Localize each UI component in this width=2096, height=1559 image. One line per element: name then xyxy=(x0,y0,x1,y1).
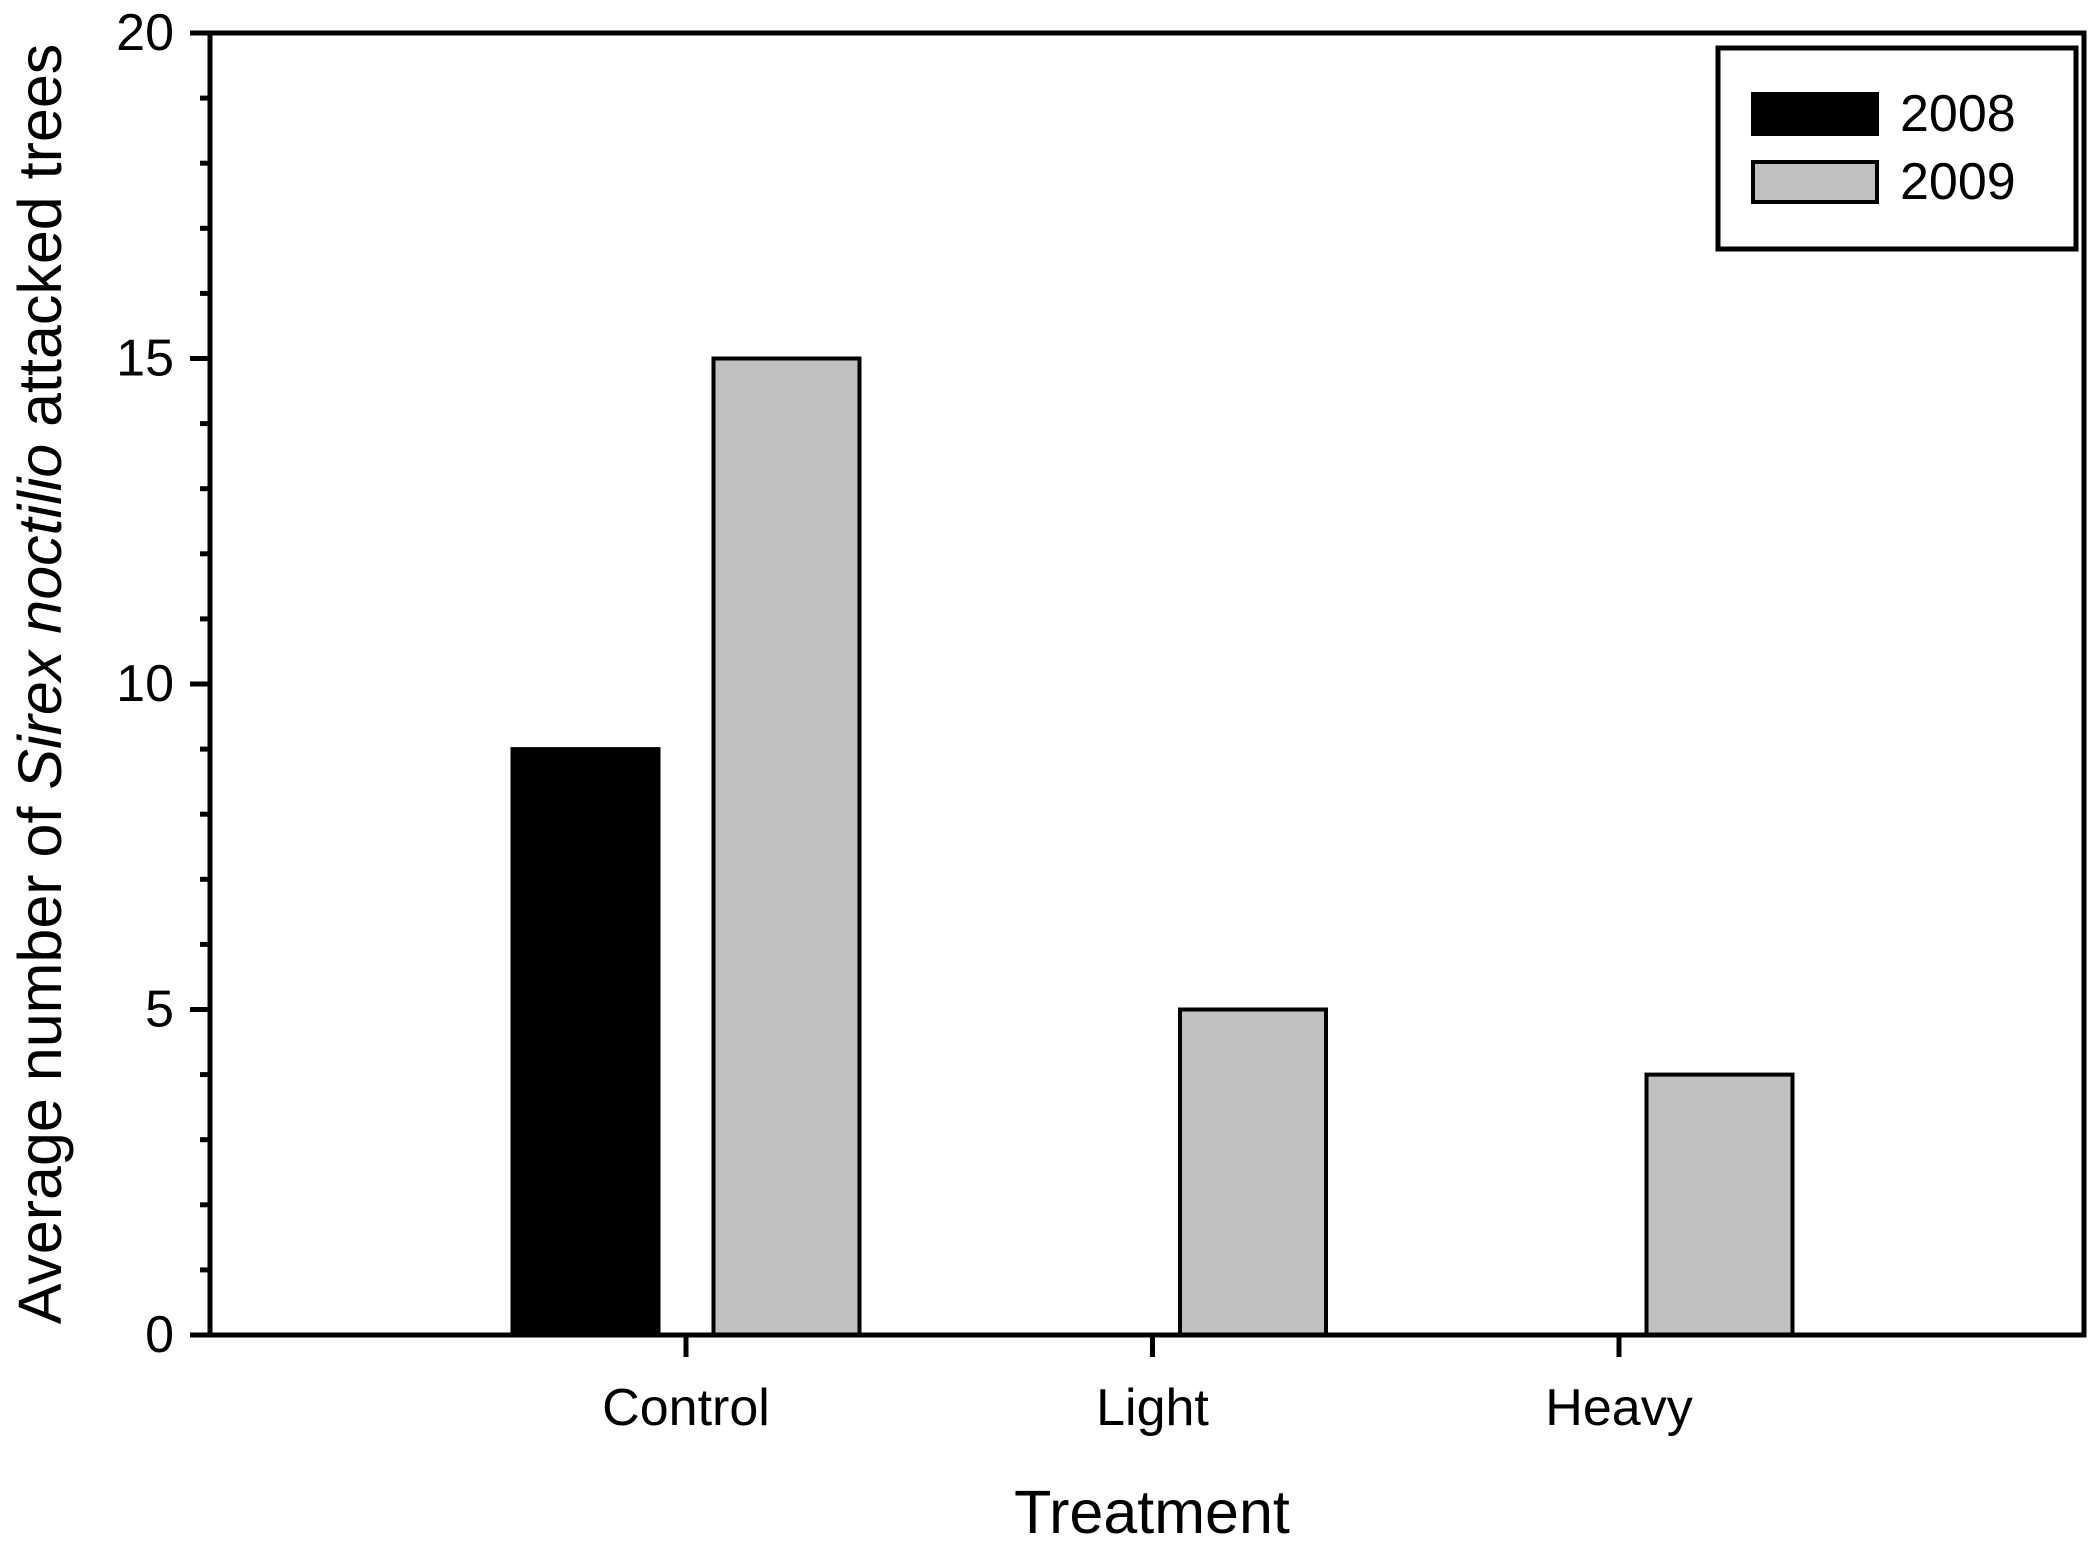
y-tick-label: 15 xyxy=(116,330,174,388)
x-tick-label-control: Control xyxy=(602,1379,770,1437)
y-axis-title: Average number of Sirex noctilio attacke… xyxy=(6,44,74,1325)
y-tick-label: 20 xyxy=(116,4,174,62)
bars-layer xyxy=(510,356,1795,1337)
bar-2009-heavy xyxy=(1644,1072,1795,1337)
y-tick-label: 5 xyxy=(145,981,174,1039)
axis-layer: 0 5 10 15 20 Control Light Heavy xyxy=(116,4,1693,1437)
legend: 2008 2009 xyxy=(1715,45,2079,252)
x-tick-label-light: Light xyxy=(1096,1379,1209,1437)
bar-2009-light xyxy=(1178,1007,1328,1337)
x-axis-title: Treatment xyxy=(1014,1478,1290,1546)
legend-box xyxy=(1715,45,2079,252)
bar-2008-control xyxy=(510,747,661,1337)
y-axis-title-segment: attacked trees xyxy=(6,44,74,444)
legend-swatch-2009 xyxy=(1751,160,1879,204)
bar-2009-control xyxy=(711,356,862,1337)
x-tick-label-heavy: Heavy xyxy=(1545,1379,1692,1437)
y-axis-title-segment-italic: Sirex noctilio xyxy=(6,444,74,790)
legend-label-2008: 2008 xyxy=(1900,85,2016,143)
y-axis-title-segment: Average number of xyxy=(6,790,74,1325)
legend-label-2009: 2009 xyxy=(1900,153,2016,211)
legend-swatch-2008 xyxy=(1751,92,1879,136)
y-tick-label: 10 xyxy=(116,655,174,713)
y-tick-label: 0 xyxy=(145,1306,174,1364)
